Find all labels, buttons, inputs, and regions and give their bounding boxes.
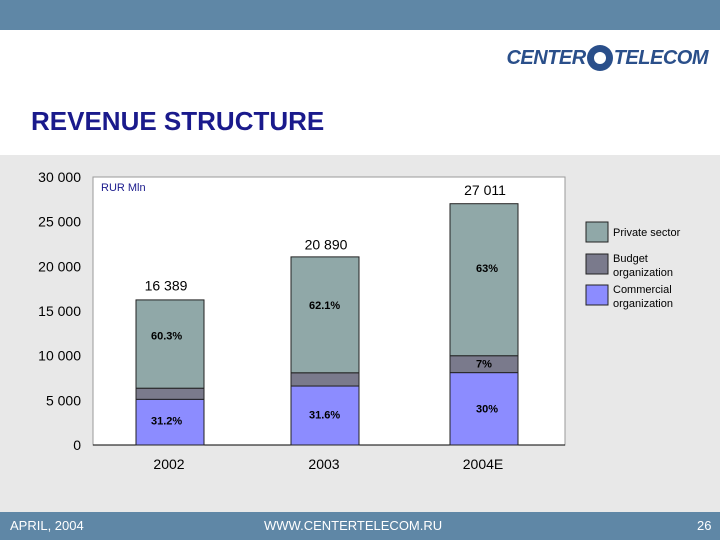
page-title: REVENUE STRUCTURE	[31, 106, 325, 136]
x-tick-label: 2003	[308, 456, 339, 472]
chart-area: 30 000 25 000 20 000 15 000 10 000 5 000 0 RUR …	[0, 155, 720, 512]
page-number: 26	[697, 518, 712, 533]
y-tick-label: 5 000	[46, 392, 81, 408]
footer-date: APRIL, 2004	[10, 518, 84, 533]
total-label: 20 890	[305, 236, 348, 252]
bar-segment	[135, 299, 205, 389]
y-tick-label: 10 000	[38, 348, 81, 364]
data-label: 63%	[476, 263, 498, 275]
bar-segment	[290, 372, 360, 387]
total-label: 16 389	[145, 278, 188, 294]
legend-label-line: Budget	[613, 253, 648, 265]
data-label: 30%	[476, 403, 498, 415]
top-bar	[0, 0, 720, 30]
y-tick-label: 30 000	[38, 169, 81, 185]
logo-mark-icon	[586, 45, 613, 71]
footer: APRIL, 2004 WWW.CENTERTELECOM.RU 26	[0, 512, 720, 540]
company-logo: CENTER TELECOM	[506, 38, 709, 78]
revenue-chart: 30 000 25 000 20 000 15 000 10 000 5 000 0 RUR …	[38, 169, 681, 472]
x-tick-label: 2004E	[463, 456, 503, 472]
bar-segment	[290, 256, 360, 374]
legend-label-line: organization	[613, 298, 673, 310]
logo-text-right: TELECOM	[613, 46, 709, 69]
legend-swatch	[585, 284, 609, 306]
unit-label: RUR Mln	[101, 182, 146, 194]
bar-segment	[135, 387, 205, 400]
bar-segment	[449, 372, 519, 446]
data-label: 31.6%	[309, 409, 340, 421]
x-tick-label: 2002	[153, 456, 184, 472]
data-label: 60.3%	[151, 331, 182, 343]
data-label: 31.2%	[151, 415, 182, 427]
y-tick-label: 0	[73, 437, 81, 453]
legend-swatch	[585, 253, 609, 275]
bar-segment	[135, 398, 205, 446]
legend-swatch	[585, 221, 609, 243]
y-tick-label: 20 000	[38, 258, 81, 274]
data-label: 62.1%	[309, 300, 340, 312]
y-tick-label: 15 000	[38, 303, 81, 319]
y-tick-label: 25 000	[38, 214, 81, 230]
legend-label: Private sector	[613, 227, 681, 239]
bar-segment	[449, 203, 519, 357]
legend-label-line: Commercial	[613, 284, 672, 296]
data-label: 7%	[476, 359, 492, 371]
total-label: 27 011	[464, 182, 506, 198]
legend-label-line: organization	[613, 267, 673, 279]
logo-text-left: CENTER	[506, 46, 586, 69]
title-band	[0, 80, 720, 155]
footer-url: WWW.CENTERTELECOM.RU	[264, 518, 443, 533]
bar-segment	[290, 385, 360, 446]
